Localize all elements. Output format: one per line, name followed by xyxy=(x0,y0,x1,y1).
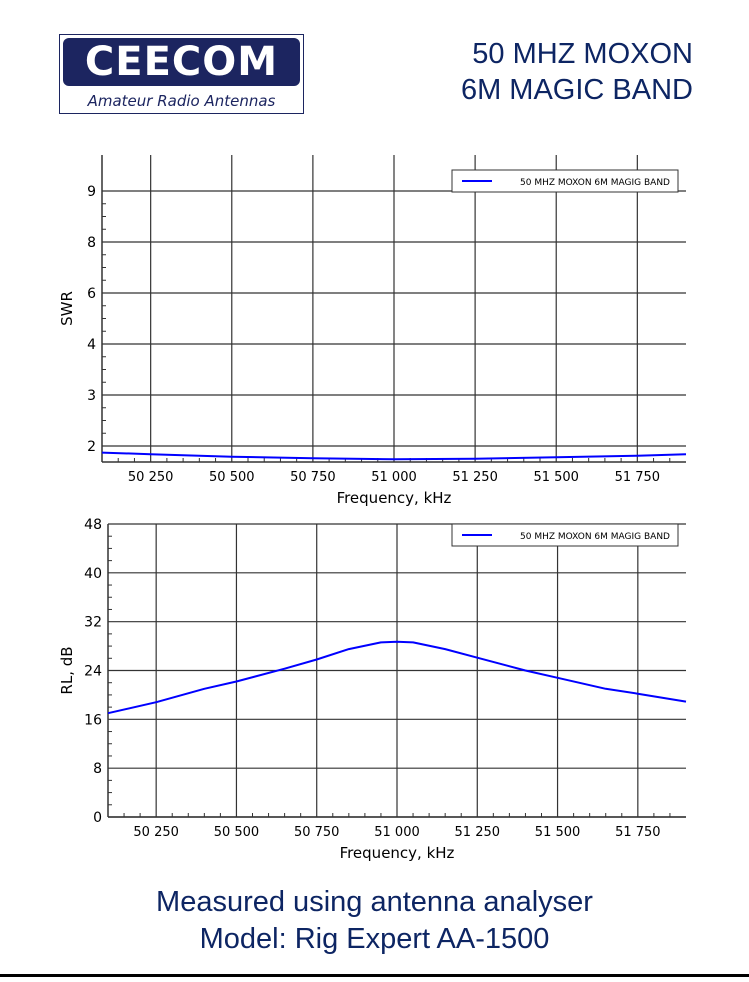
x-axis-label: Frequency, kHz xyxy=(340,844,455,862)
rl-chart: 48 40 32 24 16 8 0 50 250 50 500 50 750 51 000 51 2… xyxy=(58,517,687,862)
x-tick-label: 51 750 xyxy=(615,470,661,485)
x-tick-label: 51 250 xyxy=(452,470,498,485)
swr-chart: 9 8 6 4 3 2 50 250 50 500 50 750 51 000 51 250 51 5… xyxy=(58,155,687,507)
page-title: 50 MHZ MOXON 6M MAGIC BAND xyxy=(461,36,693,108)
title-line-1: 50 MHZ MOXON xyxy=(472,38,693,70)
y-tick-label: 8 xyxy=(93,761,102,777)
y-tick-label: 24 xyxy=(84,664,102,680)
x-tick-label: 51 500 xyxy=(535,825,581,840)
y-tick-label: 0 xyxy=(93,810,102,826)
y-tick-label: 4 xyxy=(87,337,96,353)
legend-box xyxy=(451,169,679,193)
footer-line-2: Model: Rig Expert AA-1500 xyxy=(199,923,550,955)
y-axis-label: SWR xyxy=(58,291,76,326)
ceecom-logo: CEECOM Amateur Radio Antennas xyxy=(59,34,304,114)
x-tick-label: 50 500 xyxy=(214,825,260,840)
bottom-divider xyxy=(0,974,749,977)
logo-brand: CEECOM xyxy=(63,38,300,86)
y-axis-label: RL, dB xyxy=(58,646,76,694)
title-line-2: 6M MAGIC BAND xyxy=(460,74,693,106)
y-tick-label: 16 xyxy=(84,712,102,728)
x-tick-label: 51 000 xyxy=(374,825,420,840)
measurement-note: Measured using antenna analyser Model: R… xyxy=(0,884,749,958)
x-tick-label: 50 250 xyxy=(133,825,179,840)
series-line xyxy=(107,640,687,715)
y-tick-label: 40 xyxy=(84,566,102,582)
x-tick-label: 50 500 xyxy=(209,470,255,485)
x-tick-label: 51 250 xyxy=(455,825,501,840)
x-tick-label: 50 750 xyxy=(294,825,340,840)
legend-label: 50 MHZ MOXON 6M MAGIG BAND xyxy=(520,178,670,188)
y-tick-label: 3 xyxy=(87,388,96,404)
series-line xyxy=(101,451,687,461)
y-tick-label: 8 xyxy=(87,235,96,251)
y-tick-label: 2 xyxy=(87,439,96,455)
x-tick-label: 50 750 xyxy=(290,470,336,485)
logo-tagline: Amateur Radio Antennas xyxy=(87,92,276,110)
y-tick-label: 9 xyxy=(87,184,96,200)
y-tick-label: 48 xyxy=(84,517,102,533)
y-tick-label: 32 xyxy=(84,615,102,631)
x-tick-label: 51 500 xyxy=(533,470,579,485)
y-tick-label: 6 xyxy=(87,286,96,302)
footer-line-1: Measured using antenna analyser xyxy=(156,886,593,918)
x-tick-label: 51 750 xyxy=(615,825,661,840)
x-axis-label: Frequency, kHz xyxy=(337,489,452,507)
x-tick-label: 50 250 xyxy=(128,470,174,485)
x-tick-label: 51 000 xyxy=(371,470,417,485)
legend-label: 50 MHZ MOXON 6M MAGIG BAND xyxy=(520,532,670,542)
legend-box xyxy=(451,523,679,547)
